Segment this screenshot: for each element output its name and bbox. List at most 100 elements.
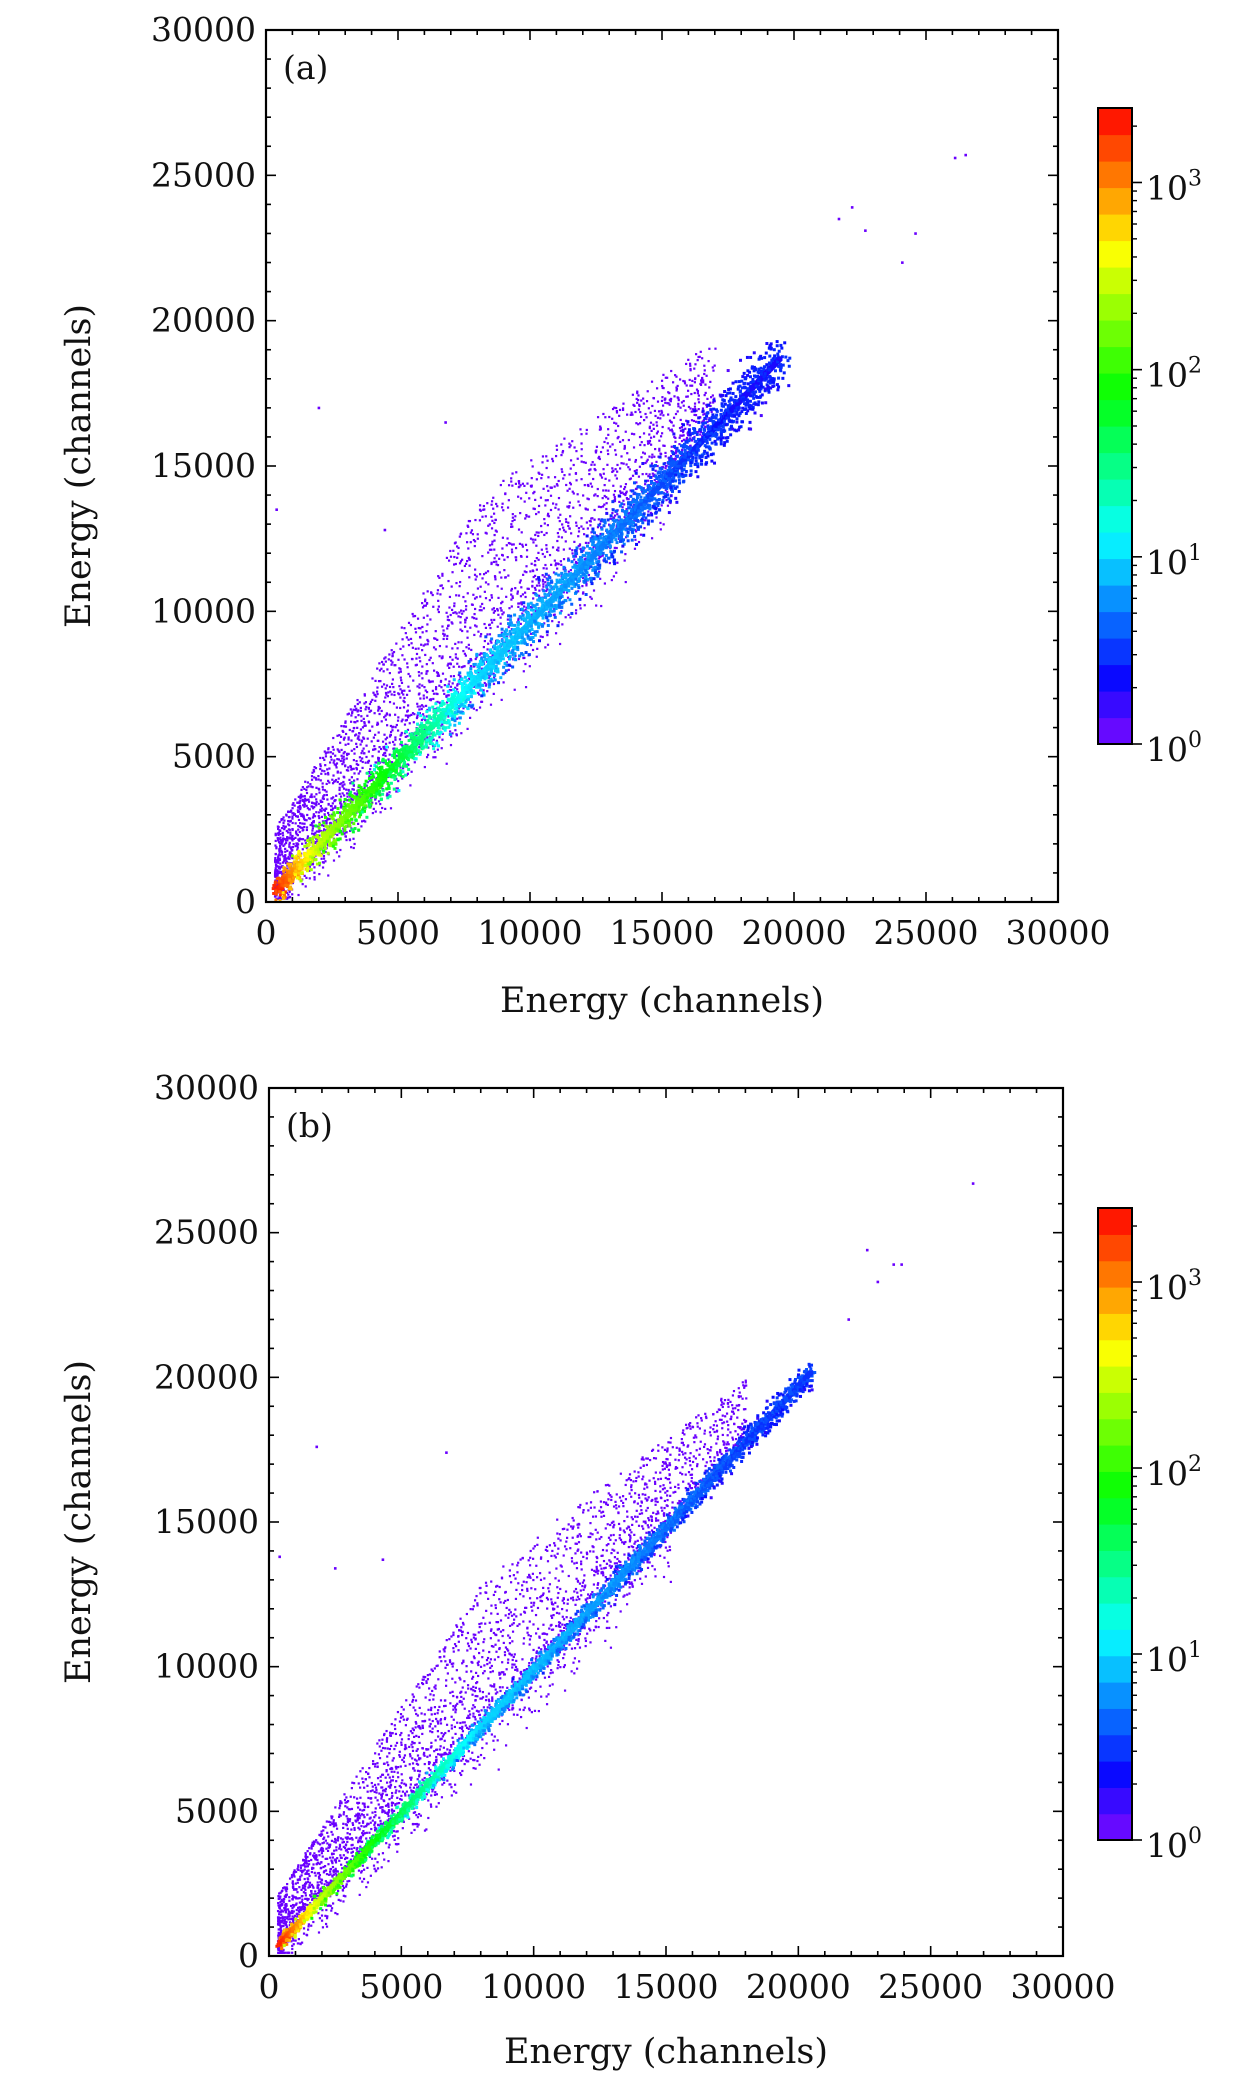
scatter-point xyxy=(380,667,383,670)
scatter-point xyxy=(712,401,715,404)
scatter-point xyxy=(363,702,366,705)
scatter-point xyxy=(371,677,374,680)
scatter-point xyxy=(589,595,592,599)
density-cell xyxy=(443,728,447,732)
scatter-point xyxy=(448,666,451,669)
scatter-point xyxy=(342,752,345,755)
scatter-point xyxy=(280,841,283,845)
scatter-point xyxy=(451,732,454,735)
scatter-point xyxy=(635,530,638,533)
scatter-point xyxy=(686,395,689,398)
density-cell xyxy=(400,748,404,752)
scatter-point xyxy=(312,832,316,835)
scatter-point xyxy=(529,537,533,540)
scatter-point xyxy=(704,391,707,395)
scatter-point xyxy=(311,824,314,827)
scatter-point xyxy=(285,829,288,833)
scatter-point xyxy=(331,802,334,805)
scatter-point xyxy=(654,447,657,451)
scatter-point xyxy=(403,723,407,726)
scatter-point xyxy=(508,607,511,610)
scatter-point xyxy=(338,792,341,796)
scatter-point xyxy=(448,619,451,622)
scatter-point xyxy=(465,616,468,619)
scatter-point xyxy=(565,591,569,594)
scatter-point xyxy=(685,384,688,387)
scatter-point xyxy=(304,839,307,842)
density-cell xyxy=(399,769,403,773)
scatter-point xyxy=(416,617,420,620)
scatter-point xyxy=(340,782,343,785)
scatter-point xyxy=(374,761,377,764)
scatter-point xyxy=(416,702,419,705)
scatter-point xyxy=(286,897,289,900)
scatter-point xyxy=(474,657,477,661)
scatter-point xyxy=(530,632,533,635)
scatter-point xyxy=(422,705,425,708)
scatter-point xyxy=(285,861,288,864)
density-cell xyxy=(451,714,455,718)
scatter-point xyxy=(490,527,494,530)
scatter-point xyxy=(277,897,280,900)
density-cell xyxy=(317,847,321,851)
density-cell xyxy=(295,857,299,861)
scatter-point xyxy=(290,837,293,840)
scatter-point xyxy=(587,541,590,545)
scatter-point xyxy=(421,606,425,609)
scatter-point xyxy=(385,713,388,716)
scatter-point xyxy=(462,665,465,668)
scatter-point xyxy=(350,720,353,723)
density-cell xyxy=(358,797,362,801)
scatter-point xyxy=(594,451,598,454)
density-cell xyxy=(413,742,417,746)
scatter-point xyxy=(396,729,400,732)
scatter-point xyxy=(702,413,705,416)
scatter-point xyxy=(315,811,318,814)
scatter-point xyxy=(399,743,402,746)
scatter-point xyxy=(572,463,575,467)
scatter-point xyxy=(441,625,444,628)
scatter-point xyxy=(347,742,350,746)
scatter-point xyxy=(660,466,663,469)
scatter-point xyxy=(484,597,488,600)
scatter-point xyxy=(443,634,446,637)
scatter-point xyxy=(492,507,495,510)
scatter-point xyxy=(499,607,502,610)
scatter-point xyxy=(507,626,510,629)
scatter-point xyxy=(303,874,306,878)
density-cell xyxy=(343,828,347,832)
scatter-point xyxy=(696,392,699,395)
scatter-point xyxy=(651,472,654,475)
density-cell xyxy=(327,837,331,841)
scatter-point xyxy=(330,808,333,811)
scatter-point xyxy=(291,834,294,838)
density-cell xyxy=(285,870,289,874)
density-cell xyxy=(447,725,451,729)
scatter-point xyxy=(488,523,491,526)
density-cell xyxy=(448,697,452,701)
scatter-point xyxy=(277,867,281,870)
scatter-point xyxy=(367,759,371,762)
scatter-point xyxy=(538,589,541,592)
scatter-point xyxy=(453,555,456,559)
scatter-point xyxy=(445,556,449,560)
scatter-point xyxy=(557,621,560,624)
scatter-point xyxy=(487,642,490,645)
scatter-point xyxy=(320,815,323,818)
scatter-point xyxy=(380,709,383,713)
density-cell xyxy=(319,847,323,851)
scatter-point xyxy=(517,495,520,498)
density-cell xyxy=(360,791,364,795)
density-cell xyxy=(279,880,283,884)
scatter-point xyxy=(342,787,346,790)
scatter-point xyxy=(304,842,307,845)
scatter-point xyxy=(540,530,543,534)
scatter-point xyxy=(279,836,282,839)
scatter-point xyxy=(501,547,504,550)
scatter-point xyxy=(362,752,366,755)
density-cell xyxy=(426,730,430,734)
scatter-point xyxy=(681,434,684,437)
scatter-point xyxy=(490,561,493,564)
density-cell xyxy=(407,739,411,743)
scatter-point xyxy=(413,614,417,618)
